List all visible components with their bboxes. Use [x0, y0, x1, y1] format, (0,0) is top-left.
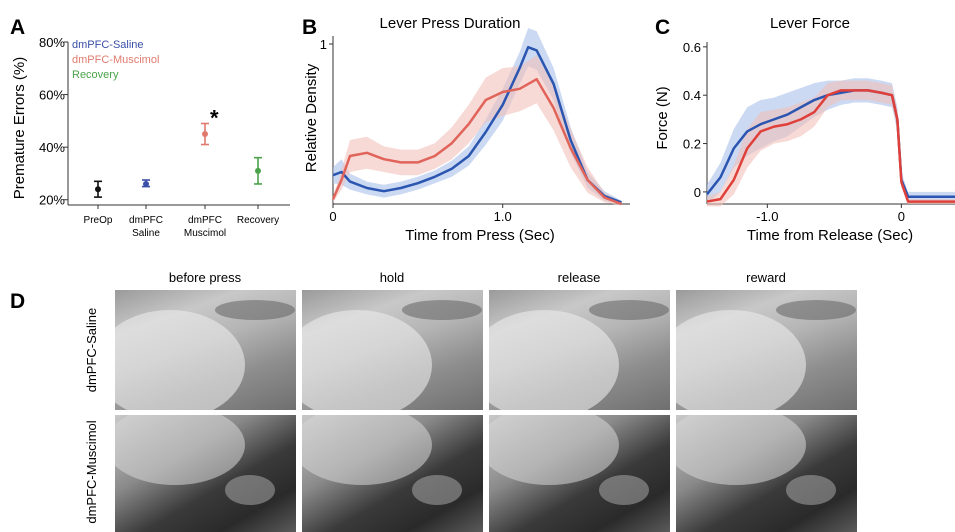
chart-a-x-tick-label: Recovery	[237, 215, 279, 226]
chart-c-y-tick-label: 0.4	[683, 88, 701, 103]
chart-a-point	[255, 167, 261, 174]
chart-a-y-tick-label: 80%	[39, 35, 65, 50]
panel-label-b: B	[302, 16, 317, 39]
chart-b-x-tick-label: 0	[329, 209, 336, 224]
column-label-reward: reward	[746, 270, 786, 285]
chart-a-y-tick-label: 40%	[39, 140, 65, 155]
chart-c-y-tick-label: 0	[694, 185, 701, 200]
chart-a-y-axis-label: Premature Errors (%)	[11, 57, 28, 200]
frame-saline-before-press	[115, 290, 296, 410]
chart-a-x-tick-label: dmPFC	[129, 215, 163, 226]
chart-b-x-axis-label: Time from Press (Sec)	[405, 227, 554, 244]
chart-c-y-axis-label: Force (N)	[654, 86, 671, 149]
chart-b-title: Lever Press Duration	[380, 15, 521, 32]
frame-muscimol-release	[489, 415, 670, 532]
chart-a-y-tick-label: 20%	[39, 193, 65, 208]
chart-c-x-tick-label: 0	[898, 209, 905, 224]
chart-c-line-1	[706, 89, 955, 203]
chart-b: Lever Press Duration Relative Density Ti…	[303, 15, 630, 244]
frame-labels: before press hold release reward dmPFC-S…	[84, 270, 786, 524]
chart-a-point	[202, 131, 208, 138]
column-label-before-press: before press	[169, 270, 242, 285]
chart-b-band-1	[333, 55, 622, 206]
chart-b-y-axis-label: Relative Density	[303, 63, 320, 172]
frame-saline-hold	[302, 290, 483, 410]
chart-c-x-axis-label: Time from Release (Sec)	[747, 227, 913, 244]
column-label-release: release	[558, 270, 601, 285]
frame-muscimol-before-press	[115, 415, 296, 532]
chart-b-x-tick-label: 1.0	[494, 209, 512, 224]
frame-muscimol-hold	[302, 415, 483, 532]
chart-a-y-tick-label: 60%	[39, 88, 65, 103]
chart-a-x-tick-label: dmPFC	[188, 215, 222, 226]
chart-c-title: Lever Force	[770, 15, 850, 32]
chart-b-y-tick-label: 1	[320, 37, 327, 52]
chart-a-legend-entry: Recovery	[72, 69, 119, 81]
chart-a: Premature Errors (%) 20% 40% 60% 80% dmPFC-…	[11, 35, 290, 239]
chart-a-legend-entry: dmPFC-Saline	[72, 39, 144, 51]
row-label-muscimol: dmPFC-Muscimol	[84, 420, 99, 523]
frame-saline-reward	[676, 290, 857, 410]
chart-c: Lever Force Force (N) Time from Release …	[654, 15, 955, 244]
chart-a-point	[95, 186, 101, 193]
chart-a-significance-star: *	[210, 106, 219, 131]
chart-c-band-0	[707, 78, 955, 204]
chart-b-line-0	[332, 45, 622, 204]
frame-muscimol-reward	[676, 415, 857, 532]
chart-b-line-1	[331, 77, 622, 206]
panel-label-c: C	[655, 16, 670, 39]
panel-label-d: D	[10, 290, 25, 313]
chart-a-x-tick-label: Saline	[132, 228, 160, 239]
chart-a-point	[143, 180, 149, 187]
panel-label-a: A	[10, 16, 25, 39]
row-label-saline: dmPFC-Saline	[84, 308, 99, 393]
chart-c-band-1	[707, 80, 955, 207]
chart-c-y-tick-label: 0.6	[683, 40, 701, 55]
chart-a-x-tick-label: Muscimol	[184, 228, 226, 239]
chart-a-legend-entry: dmPFC-Muscimol	[72, 54, 159, 66]
frame-saline-release	[489, 290, 670, 410]
chart-b-band-0	[333, 28, 622, 204]
column-label-hold: hold	[380, 270, 405, 285]
chart-c-x-tick-label: -1.0	[756, 209, 778, 224]
chart-a-x-tick-label: PreOp	[84, 215, 113, 226]
chart-c-y-tick-label: 0.2	[683, 137, 701, 152]
